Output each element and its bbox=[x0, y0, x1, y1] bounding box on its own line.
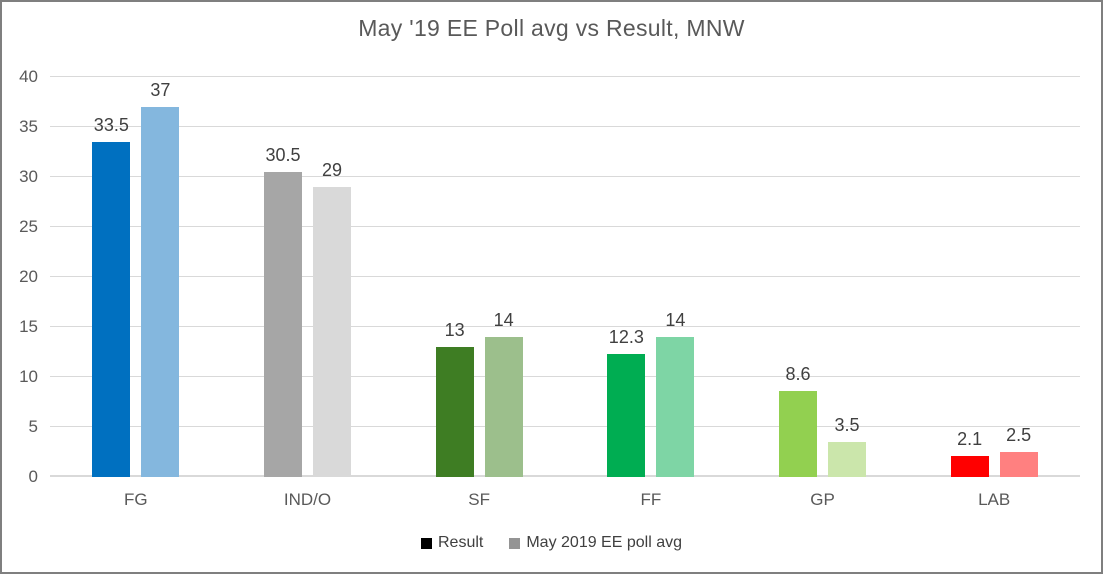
y-axis-label-40: 40 bbox=[19, 67, 38, 86]
gridline-15 bbox=[50, 326, 1080, 327]
x-axis-label-ff: FF bbox=[640, 490, 662, 509]
legend-label-poll-avg: May 2019 EE poll avg bbox=[526, 534, 682, 551]
y-axis-label-5: 5 bbox=[28, 417, 38, 436]
y-axis-label-30: 30 bbox=[19, 167, 38, 186]
y-axis-label-10: 10 bbox=[19, 367, 38, 386]
data-label-poll-avg-ff: 14 bbox=[665, 310, 686, 330]
gridline-5 bbox=[50, 426, 1080, 427]
bar-poll-avg-fg bbox=[141, 107, 180, 477]
gridline-10 bbox=[50, 376, 1080, 377]
y-axis-label-20: 20 bbox=[19, 267, 38, 286]
legend: Result May 2019 EE poll avg bbox=[2, 534, 1101, 552]
y-axis-label-15: 15 bbox=[19, 317, 38, 336]
bar-poll-avg-gp bbox=[828, 442, 866, 477]
data-label-result-gp: 8.6 bbox=[785, 364, 811, 384]
legend-swatch-result bbox=[420, 537, 432, 549]
y-axis-label-35: 35 bbox=[19, 117, 38, 136]
gridline-30 bbox=[50, 176, 1080, 177]
legend-item-poll-avg: May 2019 EE poll avg bbox=[509, 534, 682, 552]
bar-result-gp bbox=[779, 391, 817, 477]
data-label-poll-avg-gp: 3.5 bbox=[834, 415, 860, 435]
data-label-result-fg: 33.5 bbox=[93, 115, 129, 135]
bar-poll-avg-ff bbox=[656, 337, 695, 477]
data-label-poll-avg-ind-o: 29 bbox=[321, 160, 343, 180]
gridline-20 bbox=[50, 276, 1080, 277]
data-label-result-lab: 2.1 bbox=[957, 429, 983, 449]
bar-poll-avg-sf bbox=[484, 337, 523, 477]
y-axis: 0 5 10 15 20 25 30 35 40 bbox=[2, 2, 38, 572]
data-label-poll-avg-sf: 14 bbox=[493, 310, 514, 330]
y-axis-label-25: 25 bbox=[19, 217, 38, 236]
x-axis: FG IND/O SF FF GP LAB bbox=[50, 490, 1080, 512]
data-label-poll-avg-lab: 2.5 bbox=[1006, 425, 1032, 445]
data-label-poll-avg-fg: 37 bbox=[150, 80, 171, 100]
bar-poll-avg-lab bbox=[999, 452, 1038, 477]
bar-result-lab bbox=[950, 456, 989, 477]
legend-label-result: Result bbox=[437, 534, 484, 551]
gridline-25 bbox=[50, 226, 1080, 227]
bar-poll-avg-ind-o bbox=[313, 187, 351, 477]
x-axis-label-sf: SF bbox=[468, 490, 491, 509]
plot-area: 33.5 37 30.5 29 13 14 12.3 14 8.6 3.5 2.1 2.5 bbox=[50, 76, 1080, 477]
gridline-35 bbox=[50, 126, 1080, 127]
y-axis-label-0: 0 bbox=[28, 467, 38, 486]
bar-result-ff bbox=[607, 354, 646, 477]
x-axis-baseline bbox=[50, 475, 1080, 477]
x-axis-label-ind-o: IND/O bbox=[283, 490, 332, 509]
bar-result-fg bbox=[92, 142, 131, 477]
data-label-result-sf: 13 bbox=[444, 320, 465, 340]
gridline-40 bbox=[50, 76, 1080, 77]
chart-title: May '19 EE Poll avg vs Result, MNW bbox=[358, 15, 745, 41]
bar-result-ind-o bbox=[264, 172, 302, 477]
legend-swatch-poll-avg bbox=[509, 537, 521, 549]
legend-item-result: Result bbox=[420, 534, 484, 552]
x-axis-label-fg: FG bbox=[124, 490, 148, 509]
bar-result-sf bbox=[435, 347, 474, 477]
x-axis-label-gp: GP bbox=[810, 490, 835, 509]
data-label-result-ind-o: 30.5 bbox=[265, 145, 301, 165]
data-label-result-ff: 12.3 bbox=[608, 327, 644, 347]
x-axis-label-lab: LAB bbox=[978, 490, 1011, 509]
